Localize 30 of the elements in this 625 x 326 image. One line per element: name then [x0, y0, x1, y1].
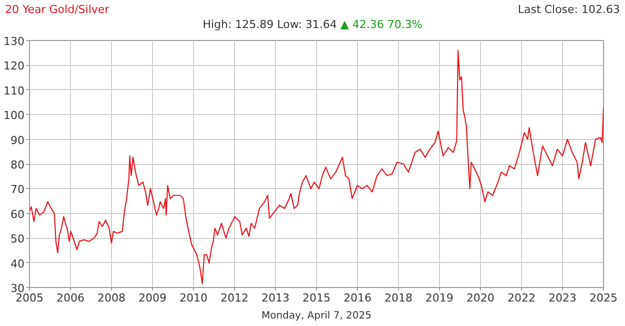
x-tick-label: 2010	[179, 292, 208, 304]
x-tick-label: 2025	[590, 292, 618, 304]
x-tick-label: 2015	[302, 292, 330, 304]
x-tick-label: 2013	[262, 292, 290, 304]
y-tick-label: 70	[10, 183, 25, 196]
y-tick-label: 110	[4, 84, 25, 98]
x-tick-label: 2022	[507, 292, 536, 304]
text: Last Close: 102.63	[518, 2, 620, 17]
y-tick-label: 80	[10, 158, 25, 172]
x-tick-label: 2006	[56, 292, 85, 304]
y-tick-label: 120	[4, 60, 25, 73]
text: ▲ 42.36 70.3%	[340, 18, 422, 31]
x-tick-label: 2008	[98, 292, 126, 304]
x-axis-title: Monday, April 7, 2025	[261, 310, 372, 322]
chart-title: 20 Year Gold/Silver	[5, 2, 110, 17]
y-tick-label: 100	[4, 109, 25, 122]
x-tick-label: 2020	[466, 292, 494, 304]
y-tick-label: 60	[10, 208, 25, 221]
chart-subtitle: High: 125.89 Low: 31.64	[202, 18, 337, 31]
y-tick-label: 40	[10, 257, 25, 270]
line-series	[30, 50, 604, 284]
x-tick-label: 2018	[384, 292, 412, 304]
y-tick-label: 50	[10, 232, 25, 246]
x-tick-label: 2016	[343, 292, 372, 304]
y-tick-label: 130	[4, 35, 25, 48]
x-tick-label: 2023	[548, 292, 576, 304]
x-tick-label: 2019	[425, 292, 454, 304]
x-tick-label: 2012	[220, 292, 249, 304]
x-tick-label: 2009	[138, 292, 166, 304]
y-tick-label: 90	[10, 134, 25, 147]
